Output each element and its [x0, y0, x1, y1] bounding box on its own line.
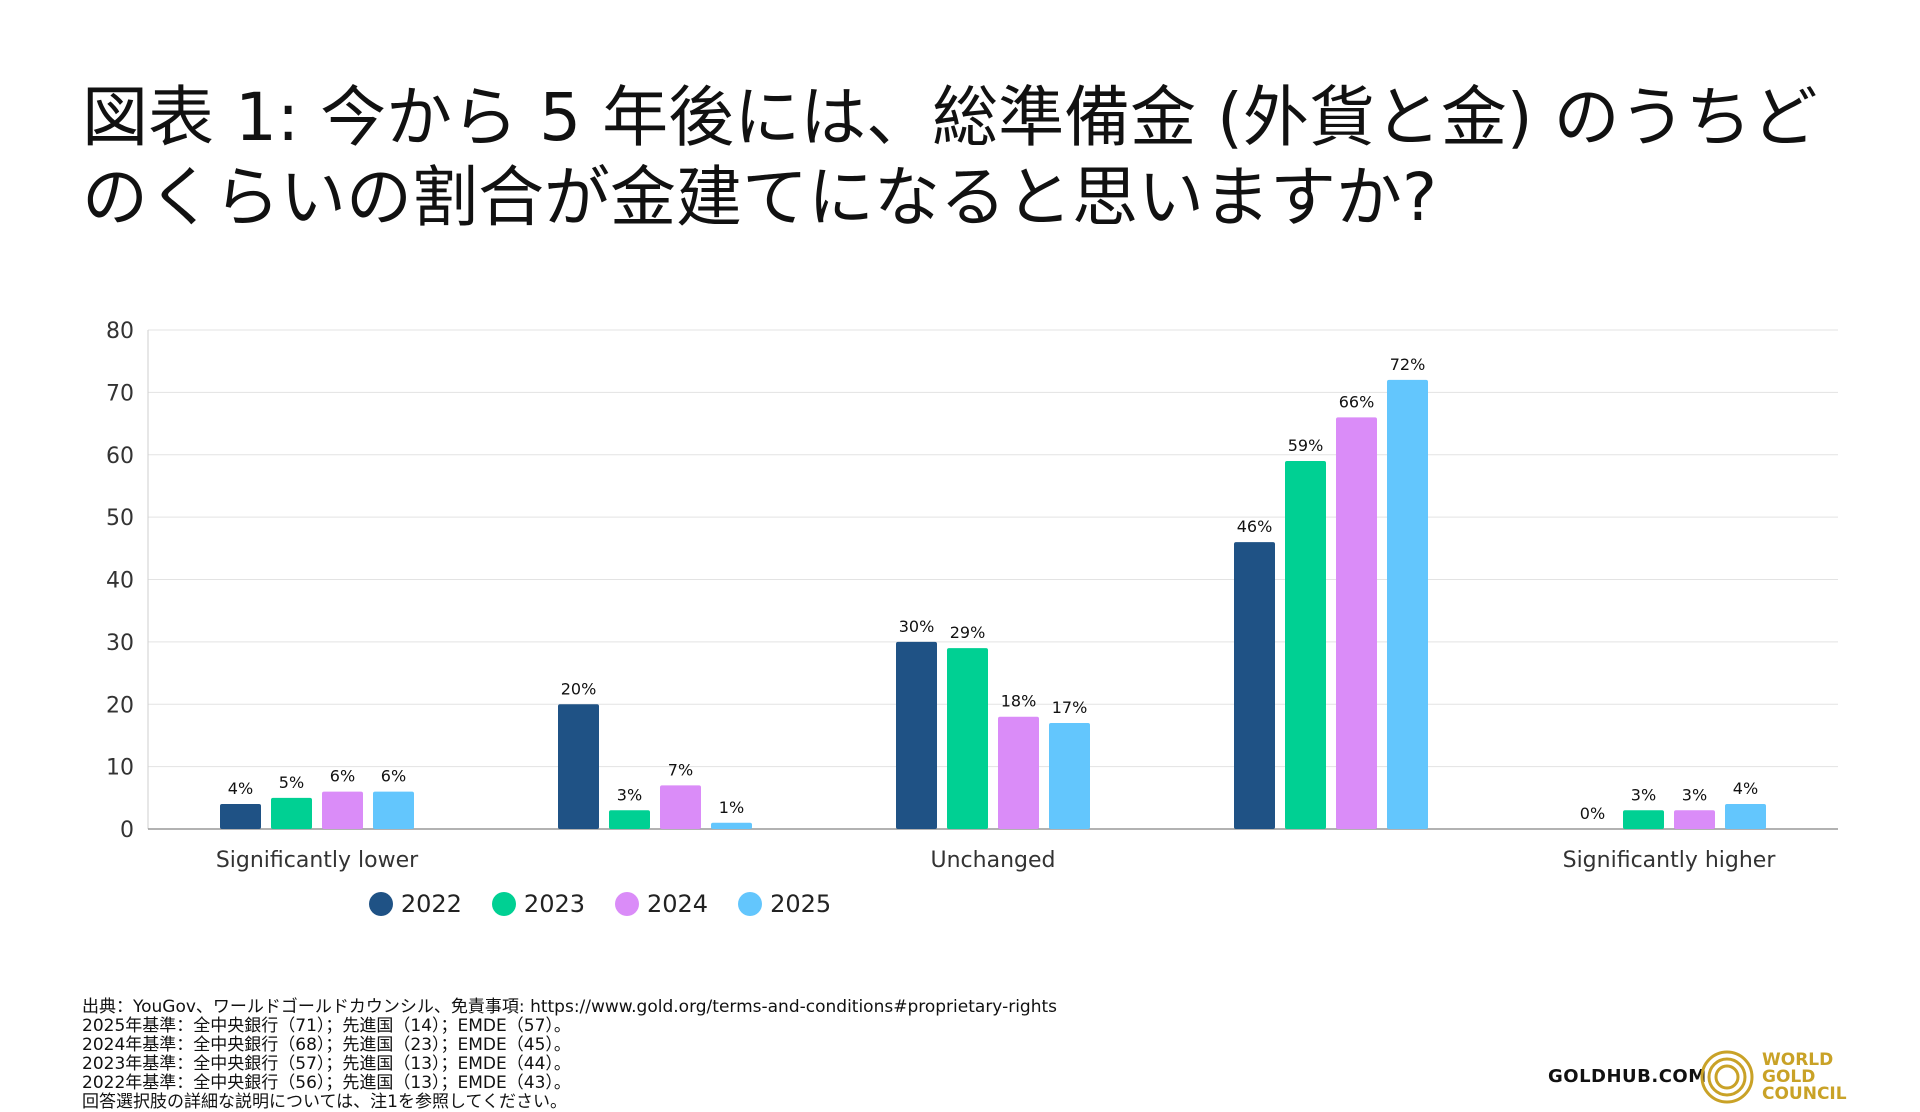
goldhub-link[interactable]: GOLDHUB.COM: [1548, 1066, 1707, 1087]
wgc-brand: WORLD GOLD COUNCIL: [1700, 1050, 1847, 1104]
y-tick-label: 10: [106, 756, 134, 781]
legend-label: 2025: [770, 890, 832, 918]
data-label: 17%: [1052, 698, 1088, 717]
bar: [322, 791, 363, 829]
legend-swatch: [738, 892, 763, 916]
source-notes: 出典：YouGov、ワールドゴールドカウンシル、免責事項: https://ww…: [82, 998, 1057, 1112]
legend-swatch: [368, 892, 393, 916]
bar-chart: 0 10 20 30 40 50 60 70 80 4% 5% 6% 6% Significantly l…: [106, 319, 1838, 873]
legend-swatch: [491, 892, 516, 916]
data-label: 29%: [950, 623, 986, 642]
bar: [660, 785, 701, 829]
legend-item: 2022: [368, 890, 462, 918]
legend-item: 2024: [615, 890, 708, 918]
legend-label: 2024: [647, 890, 709, 918]
bar: [1234, 542, 1275, 829]
data-label: 3%: [1682, 785, 1707, 804]
wgc-word-3: COUNCIL: [1762, 1083, 1847, 1104]
y-tick-label: 30: [106, 631, 134, 656]
data-label: 5%: [279, 773, 304, 792]
wgc-word-2: GOLD: [1762, 1066, 1816, 1087]
data-label: 20%: [561, 679, 597, 698]
y-tick-label: 50: [106, 506, 134, 531]
bar: [998, 716, 1039, 829]
bar: [373, 791, 414, 829]
y-tick-label: 80: [106, 319, 134, 344]
note-base-2023: 2023年基準：全中央銀行（57）；先進国（13）；EMDE（44）。: [82, 1054, 571, 1074]
note-base-2025: 2025年基準：全中央銀行（71）；先進国（14）；EMDE（57）。: [82, 1016, 571, 1036]
legend-swatch: [615, 892, 639, 916]
data-label: 66%: [1339, 392, 1375, 411]
data-label: 6%: [330, 767, 355, 786]
bar: [220, 804, 261, 829]
data-label: 30%: [899, 617, 935, 636]
wgc-word-1: WORLD: [1762, 1049, 1834, 1070]
data-label: 3%: [617, 785, 642, 804]
bar: [711, 822, 752, 829]
legend-label: 2023: [523, 890, 585, 918]
bar: [896, 641, 937, 829]
bar: [609, 810, 650, 829]
bar: [1336, 417, 1377, 829]
chart-title: 図表 1: 今から 5 年後には、総準備金 (外貨と金) のうちどのくらいの割合…: [82, 79, 1818, 236]
bar: [947, 648, 988, 829]
data-label: 46%: [1237, 517, 1273, 536]
data-label: 4%: [1733, 779, 1758, 798]
legend-item: 2023: [491, 890, 585, 918]
legend-item: 2025: [738, 890, 831, 918]
chart-legend: 2022 2023 2024 2025: [0, 890, 1200, 918]
data-label: 59%: [1288, 436, 1324, 455]
note-base-2022: 2022年基準：全中央銀行（56）；先進国（13）；EMDE（43）。: [82, 1073, 571, 1093]
bar: [1285, 460, 1326, 829]
data-label: 6%: [381, 767, 406, 786]
y-tick-label: 40: [106, 569, 134, 594]
data-label: 7%: [668, 760, 693, 779]
y-tick-label: 0: [120, 818, 134, 843]
note-base-2024: 2024年基準：全中央銀行（68）；先進国（23）；EMDE（45）。: [82, 1035, 571, 1055]
data-label: 3%: [1631, 785, 1656, 804]
x-tick-label: Unchanged: [931, 848, 1056, 873]
bar: [558, 704, 599, 829]
legend-label: 2022: [400, 890, 462, 918]
wgc-wordmark: WORLD GOLD COUNCIL: [1762, 1049, 1847, 1104]
wgc-logo-icon: [1700, 1050, 1754, 1104]
bar: [1623, 810, 1664, 829]
x-tick-label: Significantly lower: [216, 848, 419, 873]
data-label: 18%: [1001, 692, 1037, 711]
bar: [1049, 722, 1090, 829]
data-label: 72%: [1390, 355, 1426, 374]
data-label: 4%: [228, 779, 253, 798]
bar: [1674, 810, 1715, 829]
x-tick-label: Significantly higher: [1563, 848, 1777, 873]
bar: [271, 797, 312, 829]
data-label: 1%: [719, 798, 744, 817]
data-label: 0%: [1580, 804, 1605, 823]
bar: [1387, 379, 1428, 829]
y-tick-label: 60: [106, 444, 134, 469]
note-source: 出典：YouGov、ワールドゴールドカウンシル、免責事項: https://ww…: [82, 997, 1058, 1017]
bar: [1725, 804, 1766, 829]
y-tick-label: 70: [106, 381, 134, 406]
y-tick-label: 20: [106, 693, 134, 718]
